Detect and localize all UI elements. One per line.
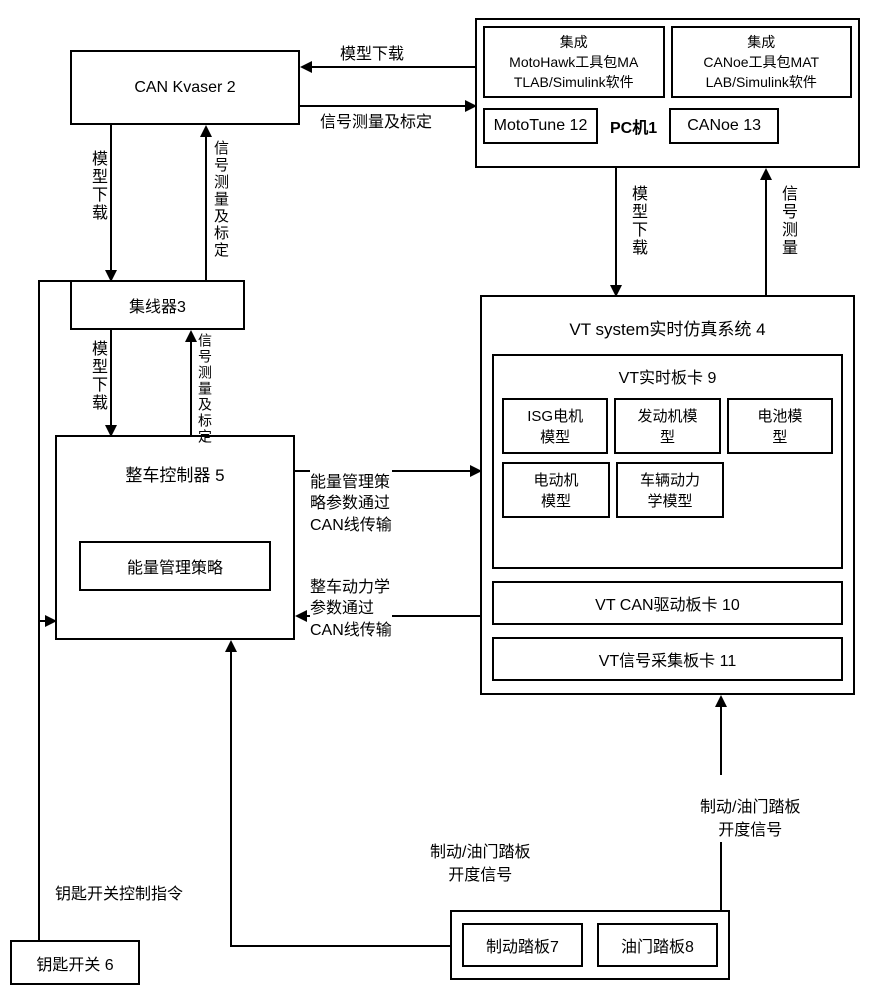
pedal-vcu-head [225, 640, 237, 652]
arrow-hub-kvaser-sig-head [200, 125, 212, 137]
arrow-pc-vt-dl [615, 168, 617, 285]
arrow-pc-kvaser-dl [310, 66, 475, 68]
arrow-kvaser-hub-dl-head [105, 270, 117, 282]
vlabel-model-dl-1: 模型下载 [85, 150, 109, 222]
arrow-vcu-hub-sig [190, 340, 192, 435]
arrow-vcu-vt-1-head [470, 465, 482, 477]
pc-mototune-box: MotoTune 12 [483, 108, 598, 144]
key-line-v [38, 280, 40, 940]
rt-motor-box: 电动机 模型 [502, 462, 610, 518]
label-model-dl-h1: 模型下载 [340, 40, 404, 64]
label-sig-cal-h1: 信号测量及标定 [320, 108, 432, 132]
pc-motohawk-box: 集成 MotoHawk工具包MA TLAB/Simulink软件 [483, 26, 665, 98]
arrow-kvaser-pc-sig [300, 105, 465, 107]
arrow-vt-pc-sig-head [760, 168, 772, 180]
pc-canoe-box: CANoe 13 [669, 108, 779, 144]
brake-box: 制动踏板7 [462, 923, 583, 967]
label-pedal-sig2: 制动/油门踏板 开度信号 [700, 775, 800, 842]
hub-box: 集线器3 [70, 280, 245, 330]
vlabel-sig-cal-1: 信号测量及标定 [210, 140, 231, 259]
pedal-vcu-h [230, 945, 450, 947]
vt-can-box: VT CAN驱动板卡 10 [492, 581, 843, 625]
arrow-kvaser-pc-sig-head [465, 100, 477, 112]
pedals-box: 制动踏板7 油门踏板8 [450, 910, 730, 980]
rt-batt-box: 电池模 型 [727, 398, 833, 454]
rt-engine-box: 发动机模 型 [614, 398, 720, 454]
arrow-pc-vt-dl-head [610, 285, 622, 297]
arrow-hub-vcu-dl [110, 330, 112, 425]
label-can-param2: 整车动力学 参数通过 CAN线传输 [310, 555, 392, 641]
arrow-hub-vcu-dl-head [105, 425, 117, 437]
label-key-cmd: 钥匙开关控制指令 [55, 880, 183, 904]
pedal-vt-head [715, 695, 727, 707]
arrow-pc-kvaser-dl-head [300, 61, 312, 73]
label-pedal-sig: 制动/油门踏板 开度信号 [430, 820, 530, 887]
vcu-label: 整车控制器 5 [61, 461, 289, 486]
arrow-vt-pc-sig [765, 178, 767, 295]
vcu-strategy-box: 能量管理策略 [79, 541, 271, 591]
vlabel-model-dl-3: 模型下载 [85, 340, 109, 412]
vt-box: VT system实时仿真系统 4 VT实时板卡 9 ISG电机 模型 发动机模… [480, 295, 855, 695]
kvaser-box: CAN Kvaser 2 [70, 50, 300, 125]
vt-label: VT system实时仿真系统 4 [492, 315, 843, 340]
arrow-hub-kvaser-sig [205, 135, 207, 280]
accel-box: 油门踏板8 [597, 923, 718, 967]
key-into-vcu-head [45, 615, 57, 627]
vt-sig-box: VT信号采集板卡 11 [492, 637, 843, 681]
vt-rt-box: VT实时板卡 9 ISG电机 模型 发动机模 型 电池模 型 电动机 模型 车辆… [492, 354, 843, 569]
key-line-h-top [38, 280, 70, 282]
hub-label: 集线器3 [129, 293, 186, 317]
pc-canoe-pkg-box: 集成 CANoe工具包MAT LAB/Simulink软件 [671, 26, 853, 98]
vlabel-sig-meas: 信号测量 [775, 185, 799, 257]
rt-dyn-box: 车辆动力 学模型 [616, 462, 724, 518]
key-label: 钥匙开关 6 [36, 951, 113, 975]
pc-label: PC机1 [604, 114, 663, 138]
arrow-kvaser-hub-dl [110, 125, 112, 270]
rt-isg-box: ISG电机 模型 [502, 398, 608, 454]
vlabel-model-dl-2: 模型下载 [625, 185, 649, 257]
arrow-vt-vcu-2-head [295, 610, 307, 622]
vlabel-sig-cal-3: 信号测量及标定 [195, 333, 215, 445]
label-can-param1: 能量管理策 略参数通过 CAN线传输 [310, 450, 392, 536]
key-box: 钥匙开关 6 [10, 940, 140, 985]
pc-box: 集成 MotoHawk工具包MA TLAB/Simulink软件 集成 CANo… [475, 18, 860, 168]
vcu-box: 整车控制器 5 能量管理策略 [55, 435, 295, 640]
vt-rt-label: VT实时板卡 9 [502, 364, 833, 388]
kvaser-label: CAN Kvaser 2 [134, 79, 235, 97]
pedal-vcu-v [230, 650, 232, 946]
